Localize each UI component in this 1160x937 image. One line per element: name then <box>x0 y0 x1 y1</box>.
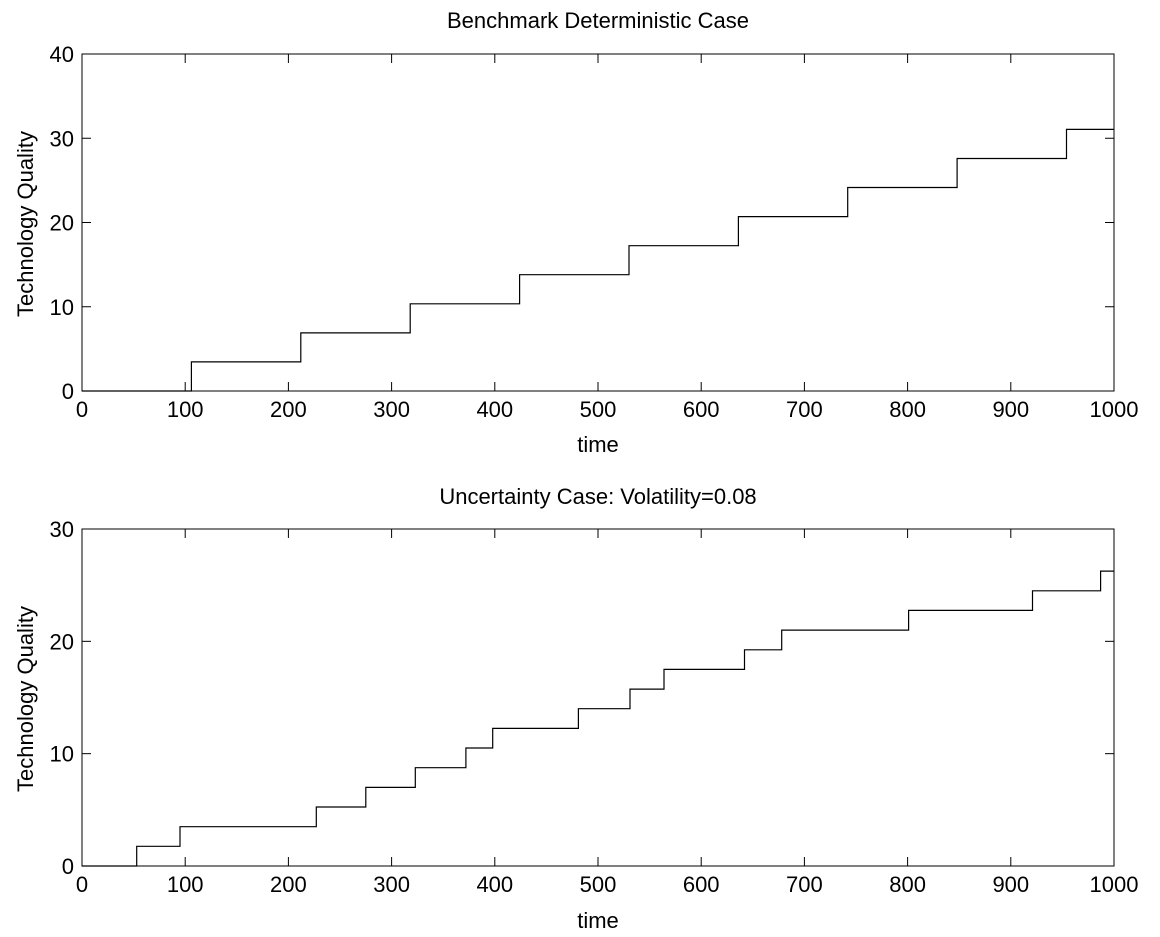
top-x-tick-label: 200 <box>270 397 307 422</box>
top-chart: Benchmark Deterministic Case 0 100 200 300 4… <box>13 8 1138 457</box>
top-x-tick-label: 1000 <box>1090 397 1139 422</box>
bottom-x-tick-label: 200 <box>270 872 307 897</box>
top-y-axis-label: Technology Quality <box>13 131 38 317</box>
bottom-y-tick-label: 30 <box>50 517 74 542</box>
bottom-x-tick-label: 400 <box>476 872 513 897</box>
bottom-x-tick-label: 600 <box>683 872 720 897</box>
top-x-tick-label: 900 <box>992 397 1029 422</box>
bottom-x-tick-label: 1000 <box>1090 872 1139 897</box>
bottom-x-tick-label: 100 <box>167 872 204 897</box>
bottom-plot-area: 0 100 200 300 400 500 600 700 800 900 1000 0 10 20 30 <box>50 517 1139 897</box>
top-x-tick-label: 400 <box>476 397 513 422</box>
top-x-axis-label: time <box>577 432 619 457</box>
bottom-x-tick-label: 300 <box>373 872 410 897</box>
bottom-x-tick-label: 500 <box>580 872 617 897</box>
bottom-x-tick-label: 0 <box>76 872 88 897</box>
top-chart-title: Benchmark Deterministic Case <box>447 8 749 33</box>
bottom-y-axis-label: Technology Quality <box>13 606 38 792</box>
bottom-y-tick-label: 0 <box>62 854 74 879</box>
bottom-y-tick-label: 20 <box>50 629 74 654</box>
top-plot-area: 0 100 200 300 400 500 600 700 800 900 1000 0 10 20 30 4… <box>50 42 1139 422</box>
top-x-tick-label: 600 <box>683 397 720 422</box>
bottom-x-tick-label: 800 <box>889 872 926 897</box>
top-y-tick-label: 0 <box>62 379 74 404</box>
top-x-tick-label: 300 <box>373 397 410 422</box>
bottom-x-tick-label: 900 <box>992 872 1029 897</box>
top-y-tick-label: 30 <box>50 126 74 151</box>
bottom-chart: Uncertainty Case: Volatility=0.08 0 100 20… <box>13 484 1138 933</box>
bottom-x-tick-label: 700 <box>786 872 823 897</box>
top-y-tick-label: 40 <box>50 42 74 67</box>
bottom-series-line-0 <box>82 570 1114 867</box>
top-x-tick-label: 800 <box>889 397 926 422</box>
top-x-tick-label: 500 <box>580 397 617 422</box>
bottom-x-axis-label: time <box>577 908 619 933</box>
bottom-y-tick-label: 10 <box>50 742 74 767</box>
top-y-tick-label: 10 <box>50 295 74 320</box>
top-series-line-0 <box>82 128 1114 392</box>
bottom-chart-title: Uncertainty Case: Volatility=0.08 <box>439 484 756 509</box>
top-y-tick-label: 20 <box>50 211 74 236</box>
top-x-tick-label: 0 <box>76 397 88 422</box>
top-x-tick-label: 100 <box>167 397 204 422</box>
top-x-tick-label: 700 <box>786 397 823 422</box>
